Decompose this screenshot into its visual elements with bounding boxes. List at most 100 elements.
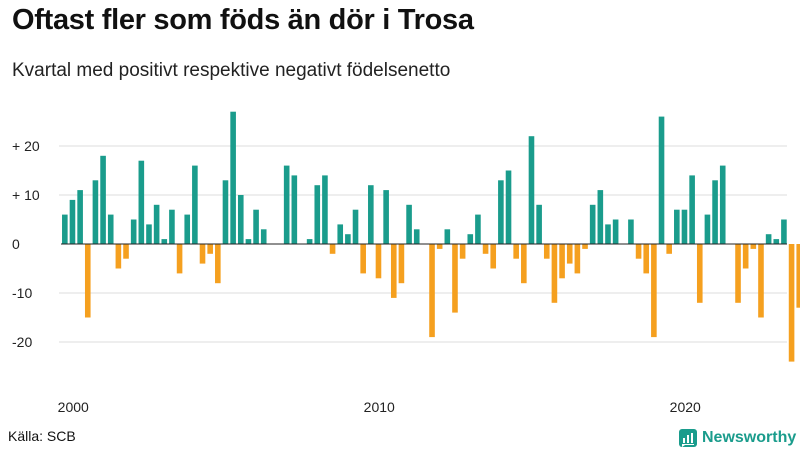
bar (62, 214, 68, 244)
bar (582, 244, 588, 249)
bar (383, 190, 389, 244)
bar (92, 180, 99, 244)
bar (169, 209, 175, 244)
bar (237, 195, 244, 244)
bar (628, 219, 634, 244)
bar (735, 244, 741, 303)
chart-title: Oftast fler som föds än dör i Trosa (12, 4, 474, 36)
chart-subtitle: Kvartal med positivt respektive negativt… (12, 60, 451, 81)
bar (765, 234, 772, 244)
bar (375, 244, 382, 279)
bar (719, 165, 726, 244)
bar (161, 239, 168, 244)
bar (574, 244, 581, 274)
bar (475, 214, 481, 244)
bar (306, 239, 313, 244)
source-note: Källa: SCB (8, 428, 76, 444)
bar (253, 209, 259, 244)
x-tick-label: 2020 (670, 399, 701, 415)
bar (123, 244, 129, 259)
bar (245, 239, 252, 244)
bar (199, 244, 206, 264)
bar (643, 244, 650, 274)
y-tick-label: + 20 (12, 138, 40, 154)
bar (689, 175, 695, 244)
bar (100, 155, 106, 244)
bar (781, 219, 787, 244)
bar (352, 209, 359, 244)
chart-bars-icon (679, 429, 697, 447)
bar (612, 219, 619, 244)
bar (513, 244, 519, 259)
bar (222, 180, 229, 244)
bar (398, 244, 405, 284)
bar (322, 175, 328, 244)
bar (444, 229, 451, 244)
bar (796, 244, 800, 308)
bar (329, 244, 336, 254)
y-tick-label: -20 (12, 334, 32, 350)
bar (314, 185, 321, 244)
bar (742, 244, 749, 269)
bar (467, 234, 474, 244)
bar (551, 244, 558, 303)
bar (681, 209, 688, 244)
x-tick-label: 2010 (364, 399, 395, 415)
bar-chart: + 20 + 10 0 -10 -20 2000 2010 2020 (12, 111, 800, 415)
bar (69, 199, 76, 244)
bar (490, 244, 497, 269)
bar (482, 244, 489, 254)
bar (521, 244, 527, 284)
bar (176, 244, 183, 274)
bar (215, 244, 221, 284)
bar (230, 111, 236, 244)
bar (773, 239, 780, 244)
bar (605, 224, 611, 244)
bar (406, 204, 412, 244)
bar (146, 224, 152, 244)
bar (153, 204, 160, 244)
bar (712, 180, 718, 244)
bar (528, 136, 535, 244)
bar (283, 165, 290, 244)
bar (138, 160, 145, 244)
y-tick-label: -10 (12, 285, 32, 301)
bar (345, 234, 351, 244)
bar (260, 229, 267, 244)
bar (589, 204, 596, 244)
bar (750, 244, 757, 249)
bar (452, 244, 458, 313)
bar (498, 180, 504, 244)
bar (429, 244, 435, 338)
bar (666, 244, 672, 254)
y-tick-label: + 10 (12, 187, 40, 203)
x-tick-label: 2000 (58, 399, 89, 415)
bar (536, 204, 542, 244)
bar (566, 244, 573, 264)
bar (597, 190, 604, 244)
bar (635, 244, 642, 259)
bar (130, 219, 137, 244)
newsworthy-logo: Newsworthy (679, 427, 796, 449)
bar (658, 116, 665, 244)
bar (651, 244, 657, 338)
bar (390, 244, 397, 298)
bar (758, 244, 764, 318)
bar (696, 244, 703, 303)
bar (436, 244, 443, 249)
bar (192, 165, 198, 244)
bar (674, 209, 680, 244)
bar (184, 214, 191, 244)
bar (107, 214, 114, 244)
bar (704, 214, 711, 244)
bar (291, 175, 298, 244)
bar (77, 190, 83, 244)
bar (207, 244, 213, 254)
bar (368, 185, 374, 244)
bar (559, 244, 565, 279)
bar (84, 244, 91, 318)
bar (459, 244, 466, 259)
bar (788, 244, 795, 362)
bar (115, 244, 122, 269)
bar (337, 224, 344, 244)
